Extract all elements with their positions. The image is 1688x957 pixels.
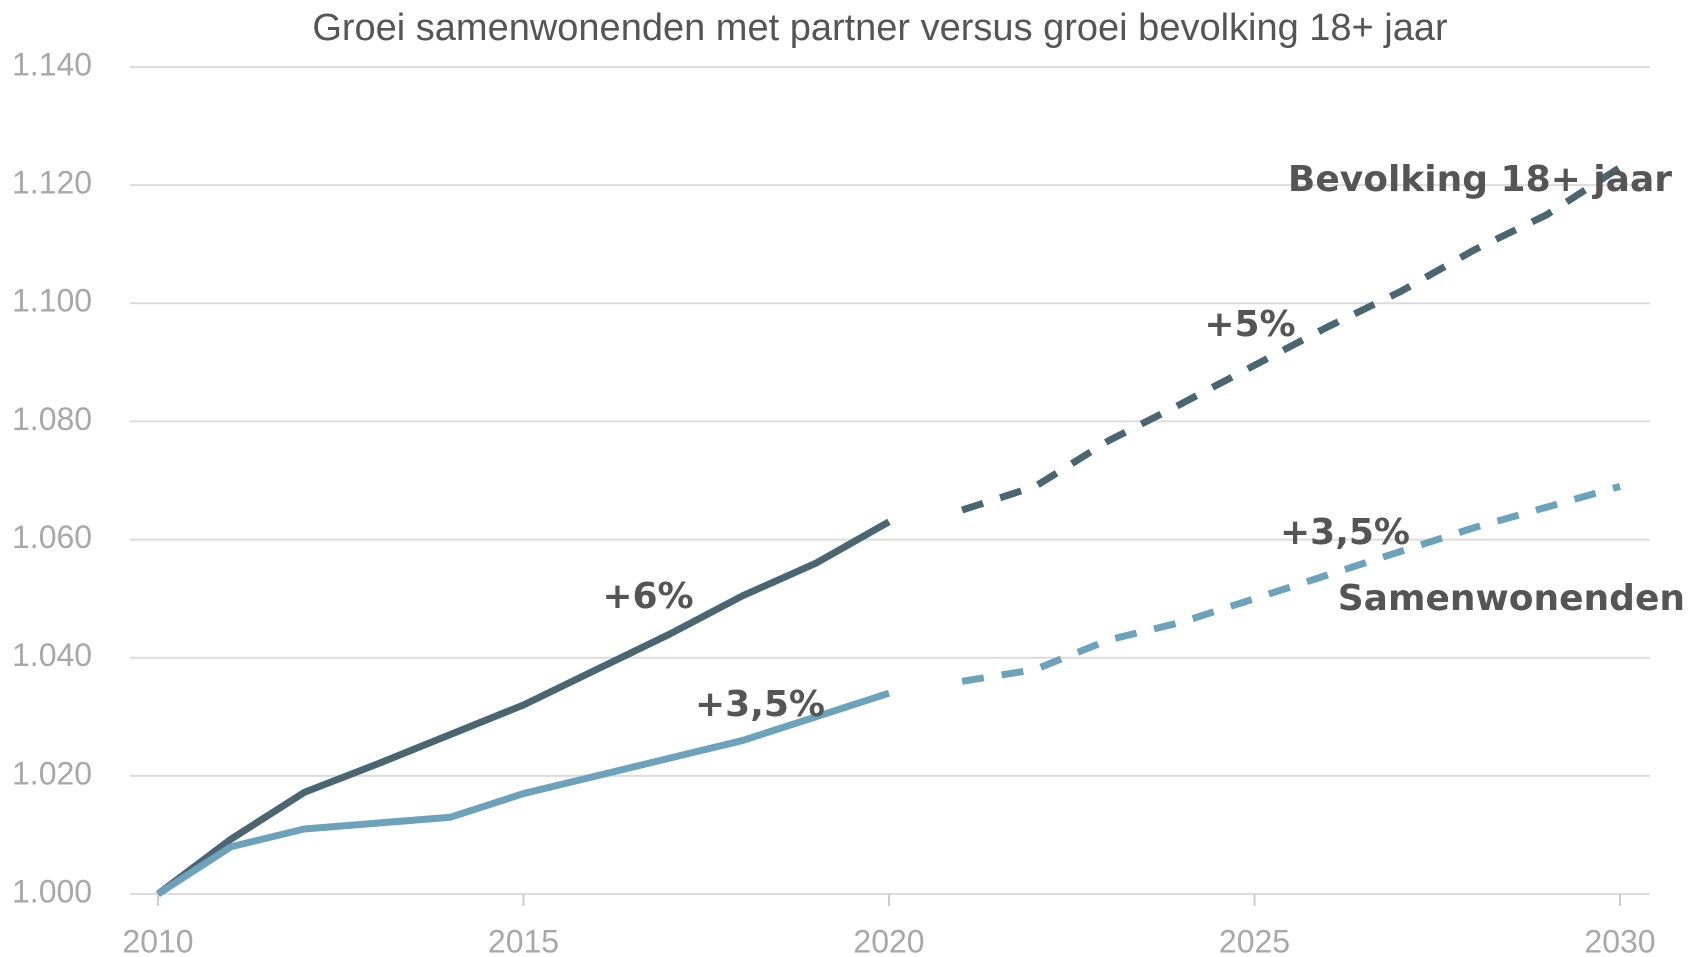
series-label: Bevolking 18+ jaar bbox=[1288, 159, 1672, 200]
y-tick-label: 1.060 bbox=[12, 519, 92, 555]
series-line bbox=[155, 518, 891, 897]
series-line bbox=[156, 689, 891, 897]
x-tick-label: 2025 bbox=[1219, 923, 1290, 957]
x-tick-label: 2030 bbox=[1584, 923, 1655, 957]
y-tick-label: 1.120 bbox=[12, 165, 92, 201]
x-tick-label: 2015 bbox=[488, 923, 559, 957]
y-tick-label: 1.020 bbox=[12, 755, 92, 791]
plot-area: 1.000 1.020 1.040 1.060 1.080 1.100 1.120 1.140… bbox=[12, 46, 1656, 957]
y-tick-label: 1.100 bbox=[12, 283, 92, 319]
projection-line bbox=[961, 483, 1621, 685]
annotation: +6% bbox=[602, 576, 693, 617]
y-tick-label: 1.000 bbox=[12, 873, 92, 909]
y-tick-label: 1.080 bbox=[12, 401, 92, 437]
series-label: Samenwonenden bbox=[1338, 578, 1685, 619]
annotation: +3,5% bbox=[1280, 512, 1410, 553]
projection-line bbox=[961, 164, 1622, 514]
annotation: +3,5% bbox=[695, 684, 825, 725]
annotation: +5% bbox=[1204, 304, 1295, 345]
chart-title: Groei samenwonenden met partner versus g… bbox=[312, 7, 1448, 49]
x-tick-label: 2010 bbox=[122, 923, 193, 957]
y-tick-label: 1.040 bbox=[12, 637, 92, 673]
x-tick-label: 2020 bbox=[853, 923, 924, 957]
y-tick-label: 1.140 bbox=[12, 46, 92, 82]
